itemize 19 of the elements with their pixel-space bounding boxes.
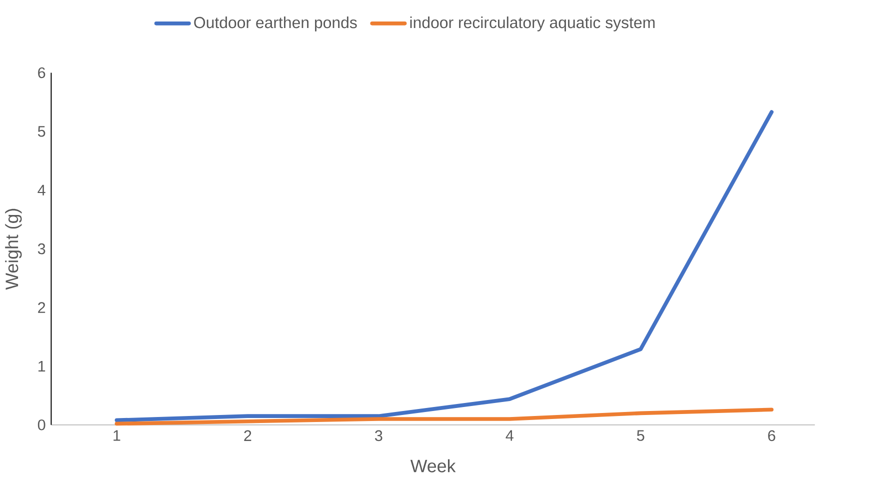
y-tick-label: 4: [38, 184, 46, 196]
x-tick-label: 2: [244, 430, 252, 441]
y-tick-label: 5: [38, 126, 46, 137]
x-tick-label: 6: [768, 430, 776, 441]
x-tick-label: 5: [637, 430, 644, 441]
y-tick-label: 2: [38, 302, 46, 313]
y-axis-title: Weight (g): [5, 208, 22, 290]
x-tick-label: 1: [114, 430, 120, 441]
y-tick-label: 3: [38, 243, 46, 254]
y-tick-label: 1: [38, 360, 46, 372]
y-tick-label: 6: [38, 67, 46, 78]
y-tick-label: 0: [38, 419, 46, 430]
x-axis-title: Week: [410, 459, 456, 472]
legend-label: indoor recirculatory aquatic system: [410, 16, 655, 32]
line-series: [114, 408, 774, 426]
line-series: [114, 110, 774, 422]
x-tick-label: 3: [374, 430, 382, 441]
x-tick-label: 4: [506, 430, 514, 441]
legend-label: Outdoor earthen ponds: [194, 16, 357, 32]
